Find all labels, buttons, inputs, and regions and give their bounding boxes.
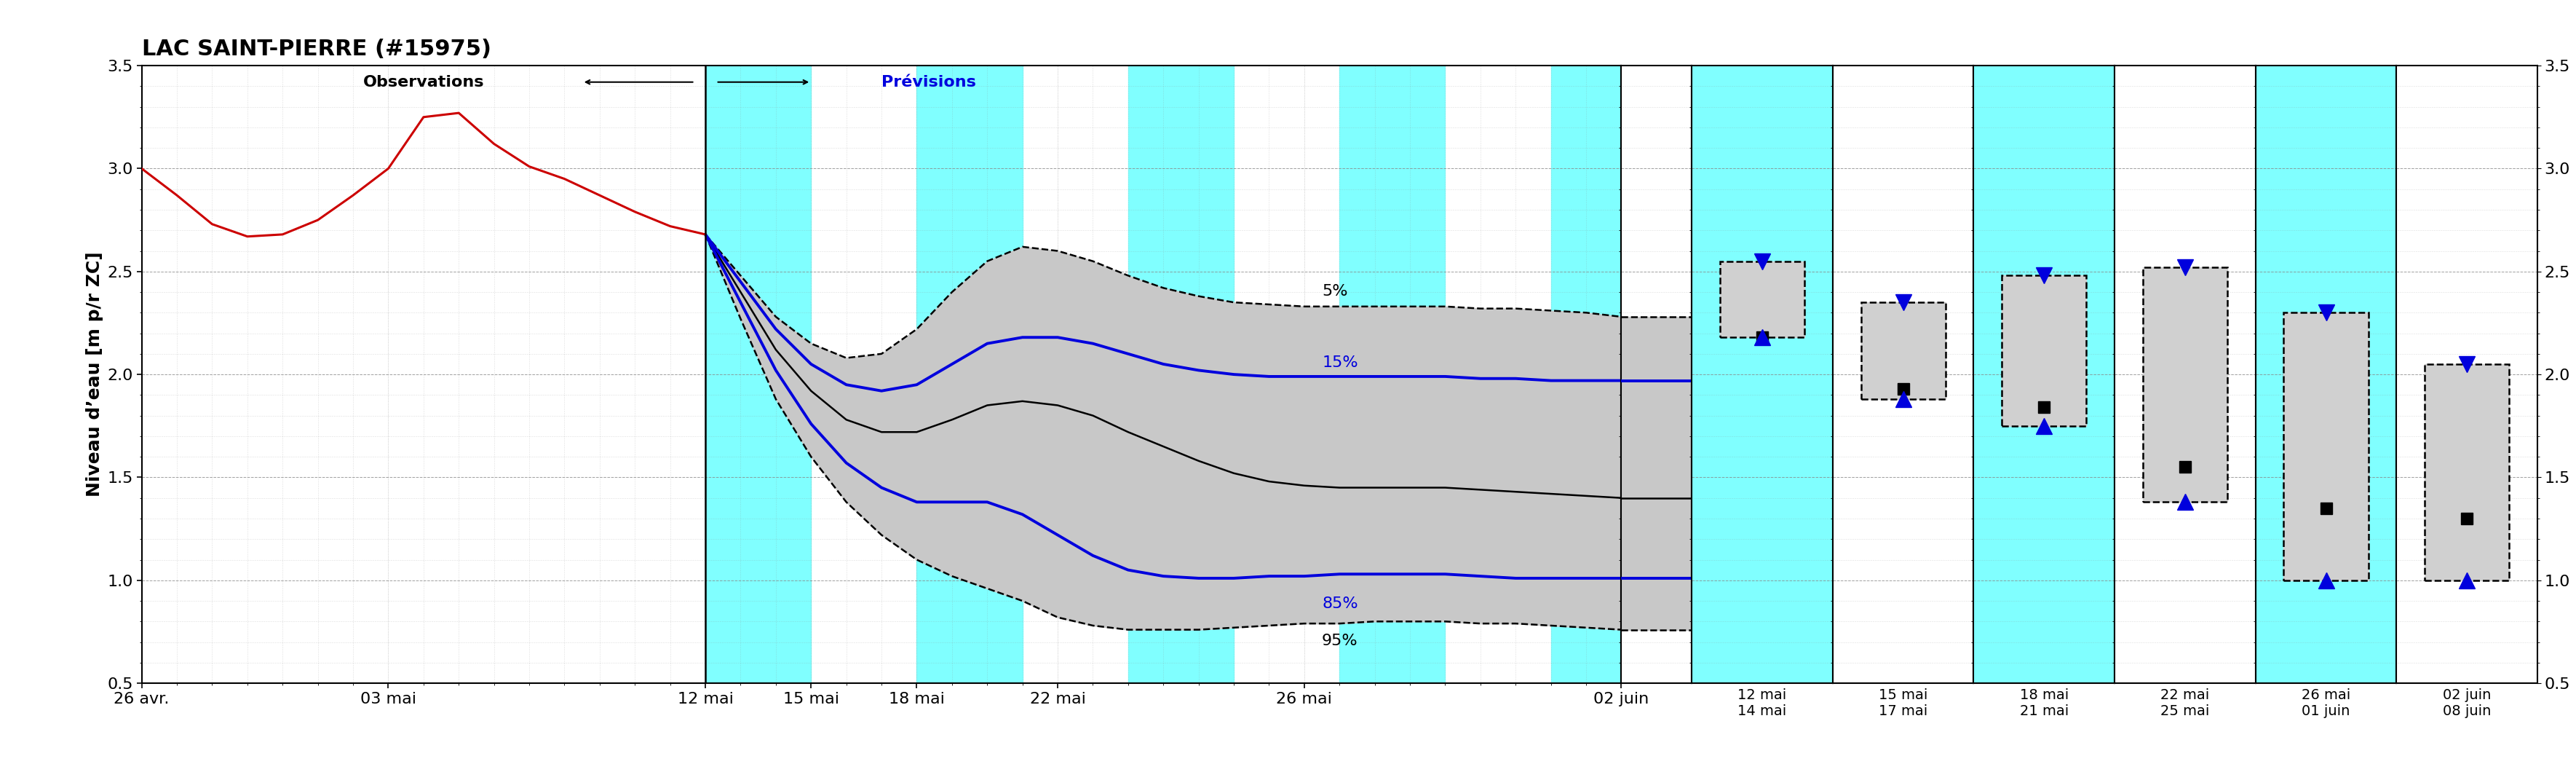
X-axis label: 26 mai
01 juin: 26 mai 01 juin <box>2300 689 2349 718</box>
Text: 5%: 5% <box>1321 283 1347 298</box>
Bar <box>706 66 811 683</box>
Text: Prévisions: Prévisions <box>881 75 976 90</box>
Bar <box>1551 66 1620 683</box>
Bar <box>1860 303 1945 399</box>
Bar <box>2002 276 2087 426</box>
X-axis label: 02 juin
08 juin: 02 juin 08 juin <box>2442 689 2491 718</box>
X-axis label: 15 mai
17 mai: 15 mai 17 mai <box>1878 689 1927 718</box>
Bar <box>1128 66 1234 683</box>
Y-axis label: Niveau d’eau [m p/r ZC]: Niveau d’eau [m p/r ZC] <box>85 252 103 497</box>
Text: Observations: Observations <box>363 75 484 90</box>
Text: 85%: 85% <box>1321 597 1358 611</box>
Text: LAC SAINT-PIERRE (#15975): LAC SAINT-PIERRE (#15975) <box>142 39 492 60</box>
X-axis label: 18 mai
21 mai: 18 mai 21 mai <box>2020 689 2069 718</box>
Bar <box>2285 313 2367 581</box>
X-axis label: 22 mai
25 mai: 22 mai 25 mai <box>2161 689 2210 718</box>
Bar <box>2424 364 2509 581</box>
X-axis label: 12 mai
14 mai: 12 mai 14 mai <box>1739 689 1788 718</box>
Bar <box>1721 261 1806 337</box>
Bar <box>917 66 1023 683</box>
Text: 15%: 15% <box>1321 356 1358 371</box>
Bar <box>1340 66 1445 683</box>
Bar <box>2143 267 2228 502</box>
Text: 95%: 95% <box>1321 634 1358 648</box>
